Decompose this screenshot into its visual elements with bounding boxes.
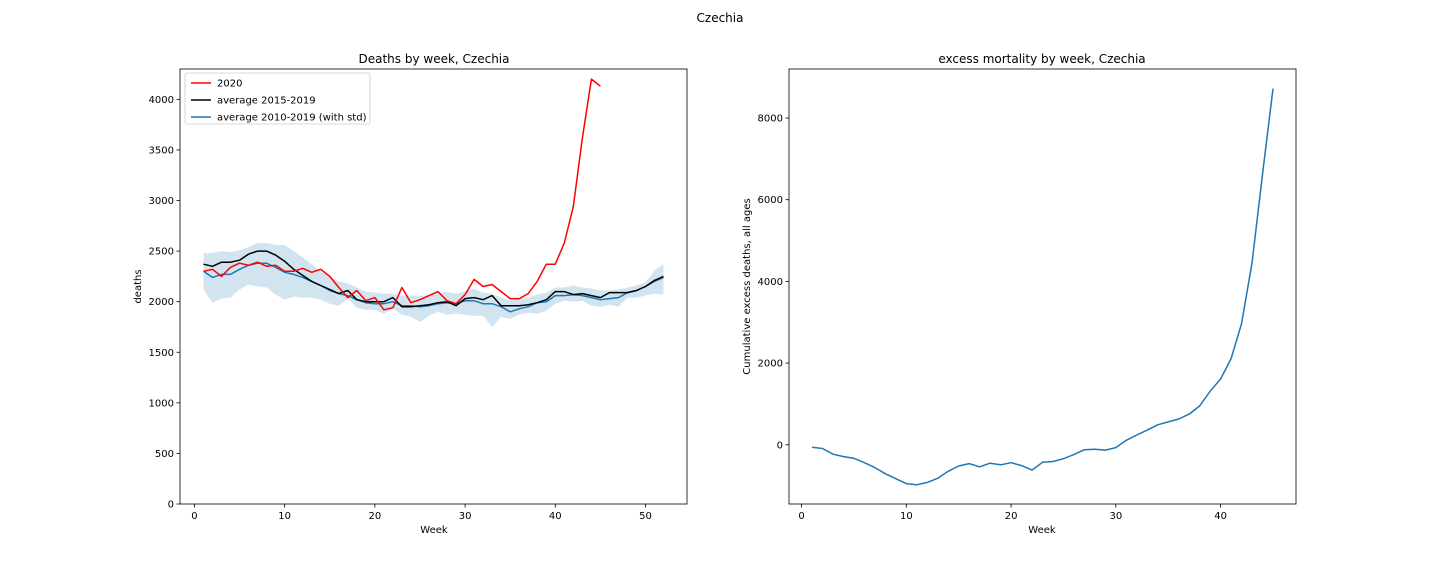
axes-frame	[788, 68, 1297, 505]
x-tick-label: 0	[191, 511, 197, 522]
y-tick-label: 4000	[149, 95, 174, 106]
series-line-2020	[203, 78, 601, 311]
x-tick-label: 0	[798, 511, 804, 522]
chart-title: excess mortality by week, Czechia	[938, 52, 1145, 66]
series-line-average-2015-2019	[203, 250, 664, 308]
y-tick-label: 8000	[758, 114, 783, 125]
std-band	[203, 243, 664, 327]
series-line	[811, 88, 1274, 486]
y-tick-label: 2000	[758, 359, 783, 370]
y-tick-label: 500	[155, 449, 174, 460]
x-tick-label: 20	[368, 511, 381, 522]
x-axis-label: Week	[420, 525, 448, 536]
x-tick-label: 10	[900, 511, 913, 522]
x-tick-label: 40	[549, 511, 562, 522]
legend-entry: average 2010-2019 (with std)	[217, 113, 367, 124]
axes-frame	[179, 68, 688, 505]
x-axis-label: Week	[1028, 525, 1056, 536]
x-tick-label: 20	[1005, 511, 1018, 522]
y-tick-label: 6000	[758, 195, 783, 206]
y-tick-label: 1500	[149, 348, 174, 359]
y-tick-label: 2500	[149, 247, 174, 258]
series-line-average-2010-2019-with-std	[203, 262, 664, 313]
y-axis-label: Cumulative excess deaths, all ages	[742, 198, 753, 374]
x-tick-label: 30	[1109, 511, 1122, 522]
y-tick-label: 0	[168, 500, 174, 511]
plot-area	[811, 88, 1274, 486]
x-tick-label: 10	[278, 511, 291, 522]
y-axis-label: deaths	[133, 269, 144, 303]
plot-area	[203, 78, 664, 327]
x-tick-label: 30	[459, 511, 472, 522]
y-tick-label: 1000	[149, 398, 174, 409]
deaths-by-week-chart: Deaths by week, Czechia Week deaths 0 10 2…	[133, 52, 688, 536]
figure-suptitle: Czechia	[697, 11, 744, 25]
x-tick-label: 40	[1214, 511, 1227, 522]
y-tick-label: 2000	[149, 297, 174, 308]
x-tick-label: 50	[639, 511, 652, 522]
y-tick-label: 4000	[758, 277, 783, 288]
y-tick-label: 0	[777, 440, 783, 451]
legend-entry: 2020	[217, 79, 242, 90]
excess-mortality-chart: excess mortality by week, Czechia Week C…	[742, 52, 1297, 536]
y-tick-label: 3000	[149, 196, 174, 207]
chart-title: Deaths by week, Czechia	[359, 52, 510, 66]
y-tick-label: 3500	[149, 145, 174, 156]
legend: 2020 average 2015-2019 average 2010-2019 (…	[184, 72, 371, 125]
legend-entry: average 2015-2019	[217, 96, 316, 107]
legend-frame	[184, 72, 371, 125]
